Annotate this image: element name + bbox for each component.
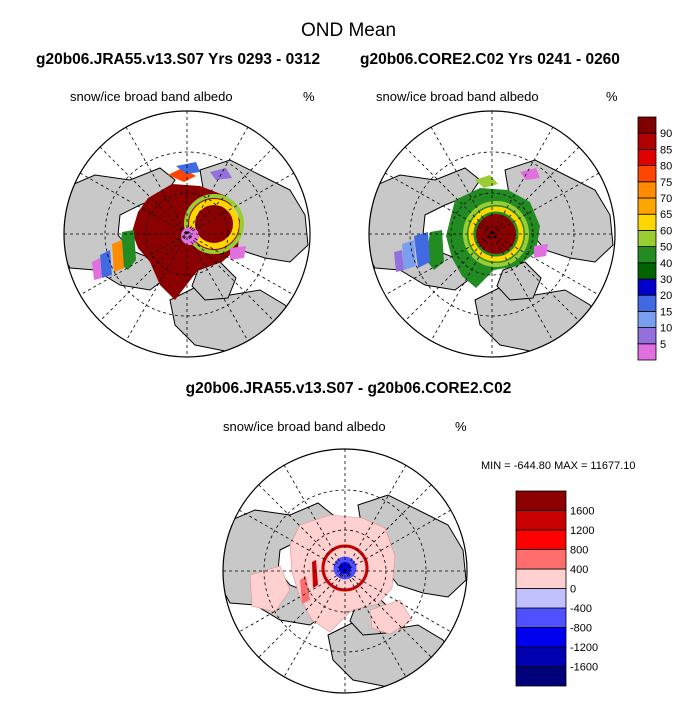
albedo-colorbar-box-13	[637, 132, 657, 150]
difference-colorbar-box-1	[515, 646, 567, 667]
difference-colorbar-box-2	[515, 627, 567, 648]
difference-colorbar: -1600 -1200 -800 -400 0 400 800 1200 1600	[515, 490, 598, 687]
albedo-colorbar-label-6: 50	[660, 242, 672, 254]
panel1-albedo-field	[92, 162, 246, 300]
panel3-variable-label: snow/ice broad band albedo	[223, 419, 386, 434]
difference-colorbar-label-5: 400	[570, 564, 588, 576]
panel1-map	[63, 110, 311, 358]
panel3-border	[222, 448, 468, 694]
panel3-units-label: %	[455, 419, 467, 434]
panel3-run-title: g20b06.JRA55.v13.S07 - g20b06.CORE2.C02	[185, 380, 512, 397]
albedo-colorbar-box-3	[637, 294, 657, 312]
difference-colorbar-box-9	[515, 490, 567, 511]
albedo-colorbar-label-4: 30	[660, 274, 672, 286]
difference-colorbar-box-3	[515, 607, 567, 628]
albedo-colorbar-box-11	[637, 165, 657, 183]
albedo-colorbar-box-4	[637, 278, 657, 296]
difference-colorbar-box-0	[515, 666, 567, 687]
panel3-graticule	[223, 449, 467, 693]
panel2-border	[368, 110, 616, 358]
panel1-run-title: g20b06.JRA55.v13.S07 Yrs 0293 - 0312	[36, 51, 321, 68]
albedo-colorbar-box-0	[637, 343, 657, 361]
albedo-colorbar-box-7	[637, 229, 657, 247]
albedo-colorbar-box-12	[637, 148, 657, 166]
albedo-colorbar-label-12: 85	[660, 144, 672, 156]
difference-colorbar-label-8: 1600	[570, 506, 594, 518]
panel3-difference-field	[249, 514, 413, 635]
panel3-map	[222, 448, 468, 694]
difference-colorbar-box-7	[515, 529, 567, 550]
panel2-graticule	[369, 111, 615, 357]
difference-colorbar-label-0: -1600	[570, 662, 598, 674]
albedo-colorbar-label-2: 15	[660, 306, 672, 318]
difference-colorbar-box-8	[515, 510, 567, 531]
panel3-min-max: MIN = -644.80 MAX = 11677.10	[481, 460, 636, 472]
albedo-colorbar-box-5	[637, 262, 657, 280]
difference-colorbar-label-3: -400	[570, 603, 592, 615]
panel2-map	[368, 110, 616, 358]
difference-colorbar-label-2: -800	[570, 623, 592, 635]
albedo-colorbar-box-8	[637, 213, 657, 231]
figure-title: OND Mean	[300, 20, 397, 41]
panel2-units-label: %	[606, 89, 618, 104]
albedo-colorbar-label-9: 70	[660, 193, 672, 205]
albedo-colorbar-label-8: 65	[660, 209, 672, 221]
difference-colorbar-label-7: 1200	[570, 525, 594, 537]
albedo-colorbar-box-10	[637, 181, 657, 199]
panel1-border	[63, 110, 311, 358]
difference-colorbar-box-4	[515, 588, 567, 609]
albedo-colorbar: 5 10 15 20 30 40 50 60 65 70 75 80 85 90	[637, 116, 672, 361]
albedo-colorbar-label-11: 80	[660, 161, 672, 173]
albedo-colorbar-box-1	[637, 327, 657, 345]
albedo-colorbar-box-6	[637, 246, 657, 264]
panel1-variable-label: snow/ice broad band albedo	[70, 89, 233, 104]
difference-colorbar-label-4: 0	[570, 584, 576, 596]
panel2-run-title: g20b06.CORE2.C02 Yrs 0241 - 0260	[360, 51, 620, 68]
panel1-graticule	[64, 111, 310, 357]
difference-colorbar-box-6	[515, 549, 567, 570]
albedo-colorbar-box-14	[637, 116, 657, 134]
albedo-colorbar-label-3: 20	[660, 290, 672, 302]
albedo-colorbar-label-0: 5	[660, 339, 666, 351]
difference-colorbar-label-1: -1200	[570, 642, 598, 654]
albedo-colorbar-label-5: 40	[660, 258, 672, 270]
panel2-variable-label: snow/ice broad band albedo	[376, 89, 539, 104]
albedo-colorbar-label-13: 90	[660, 128, 672, 140]
albedo-colorbar-box-2	[637, 310, 657, 328]
albedo-colorbar-label-10: 75	[660, 177, 672, 189]
albedo-colorbar-label-1: 10	[660, 323, 672, 335]
difference-colorbar-label-6: 800	[570, 545, 588, 557]
albedo-colorbar-label-7: 60	[660, 225, 672, 237]
difference-colorbar-box-5	[515, 568, 567, 589]
albedo-colorbar-box-9	[637, 197, 657, 215]
panel1-units-label: %	[303, 89, 315, 104]
